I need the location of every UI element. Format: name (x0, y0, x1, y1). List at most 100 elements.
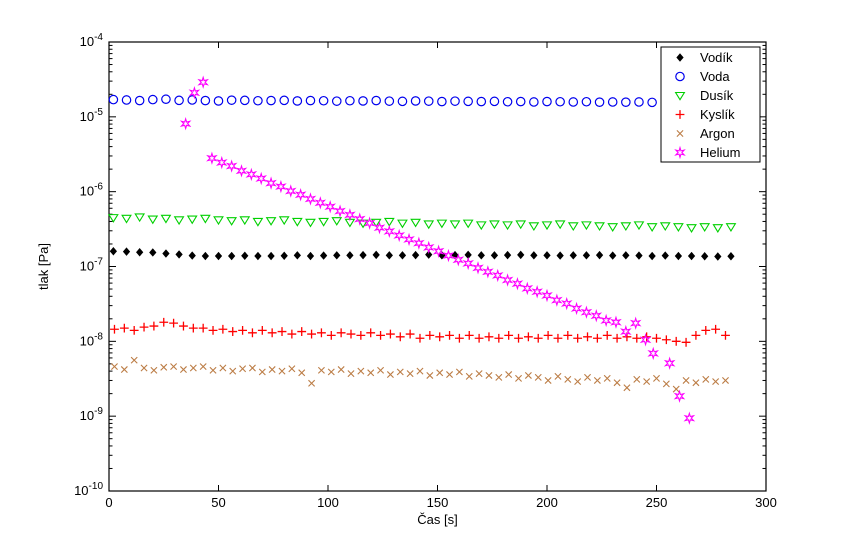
marker-hexagram (541, 288, 553, 303)
marker-plus (592, 333, 602, 343)
marker-plus (721, 331, 730, 340)
marker-triangle-down (567, 222, 579, 232)
marker-diamond (333, 251, 341, 260)
marker-triangle-down (674, 91, 686, 101)
marker-circle (607, 97, 618, 107)
marker-diamond (267, 251, 275, 261)
marker-triangle-down (528, 222, 540, 232)
marker-x (357, 367, 365, 375)
marker-x (676, 130, 684, 137)
marker-plus (671, 336, 681, 346)
marker-diamond (319, 251, 328, 260)
marker-diamond (214, 251, 223, 261)
marker-triangle-down (318, 217, 330, 227)
marker-plus (464, 331, 474, 340)
marker-triangle-down (462, 219, 474, 229)
marker-plus (287, 329, 297, 339)
marker-circle (239, 95, 250, 106)
marker-x (308, 379, 316, 387)
marker-plus (711, 324, 721, 334)
marker-plus (267, 328, 277, 338)
marker-plus (228, 327, 238, 336)
marker-hexagram (620, 324, 632, 339)
marker-hexagram (462, 256, 474, 271)
marker-diamond (687, 251, 696, 261)
marker-plus (326, 331, 336, 340)
marker-plus (652, 333, 661, 343)
marker-hexagram (647, 346, 660, 361)
marker-plus (514, 333, 523, 343)
marker-diamond (635, 251, 643, 260)
marker-hexagram (511, 276, 524, 291)
marker-x (347, 370, 355, 378)
marker-x (544, 376, 552, 384)
marker-triangle-down (410, 218, 421, 228)
marker-x (406, 370, 414, 378)
marker-plus (445, 331, 454, 340)
marker-circle (121, 95, 132, 105)
marker-hexagram (551, 293, 563, 307)
marker-triangle-down (502, 221, 513, 231)
marker-circle (634, 97, 644, 107)
marker-circle (305, 95, 316, 106)
marker-circle (108, 94, 119, 105)
marker-x (662, 380, 670, 388)
marker-plus (277, 327, 287, 336)
marker-circle (675, 71, 685, 82)
marker-circle (423, 96, 434, 106)
marker-triangle-down (725, 223, 737, 232)
marker-triangle-down (107, 214, 119, 223)
marker-hexagram (482, 265, 494, 279)
marker-hexagram (531, 285, 543, 299)
marker-hexagram (265, 176, 277, 190)
legend-entry-argon: Argon (676, 126, 735, 141)
marker-x (386, 371, 394, 379)
marker-plus (573, 333, 583, 343)
y-tick-label: 10-8 (80, 331, 104, 348)
marker-triangle-down (305, 218, 316, 228)
marker-diamond (490, 251, 499, 260)
marker-hexagram (501, 273, 514, 287)
marker-diamond (346, 251, 354, 260)
series-argon (110, 356, 729, 393)
marker-plus (661, 335, 671, 345)
x-tick-label: 100 (317, 495, 339, 510)
marker-x (653, 374, 660, 382)
x-tick-label: 50 (211, 495, 225, 510)
marker-x (327, 368, 335, 376)
marker-hexagram (600, 313, 612, 328)
marker-diamond (714, 252, 722, 261)
marker-triangle-down (265, 217, 277, 226)
y-tick-label: 10-10 (74, 481, 103, 498)
x-tick-label: 150 (427, 495, 449, 510)
marker-triangle-down (121, 214, 132, 224)
marker-plus (169, 318, 179, 328)
marker-x (564, 375, 572, 383)
marker-x (239, 365, 247, 373)
marker-x (258, 368, 266, 376)
marker-hexagram (472, 261, 484, 275)
marker-x (505, 371, 513, 379)
marker-diamond (411, 250, 420, 260)
marker-plus (681, 337, 691, 347)
marker-x (534, 373, 542, 381)
marker-triangle-down (659, 222, 671, 232)
marker-hexagram (393, 228, 405, 243)
marker-triangle-down (173, 216, 185, 226)
marker-diamond (306, 251, 315, 261)
marker-circle (318, 95, 329, 106)
marker-circle (502, 96, 513, 107)
marker-diamond (175, 250, 183, 259)
marker-x (446, 371, 454, 379)
marker-diamond (228, 251, 236, 261)
marker-plus (149, 321, 159, 331)
marker-diamond (582, 251, 591, 260)
marker-circle (647, 97, 657, 108)
marker-diamond (109, 247, 118, 256)
y-tick-label: 10-5 (80, 107, 104, 124)
series-dusik (107, 213, 737, 233)
marker-x (229, 367, 237, 375)
marker-diamond (609, 251, 617, 260)
marker-diamond (359, 250, 367, 260)
